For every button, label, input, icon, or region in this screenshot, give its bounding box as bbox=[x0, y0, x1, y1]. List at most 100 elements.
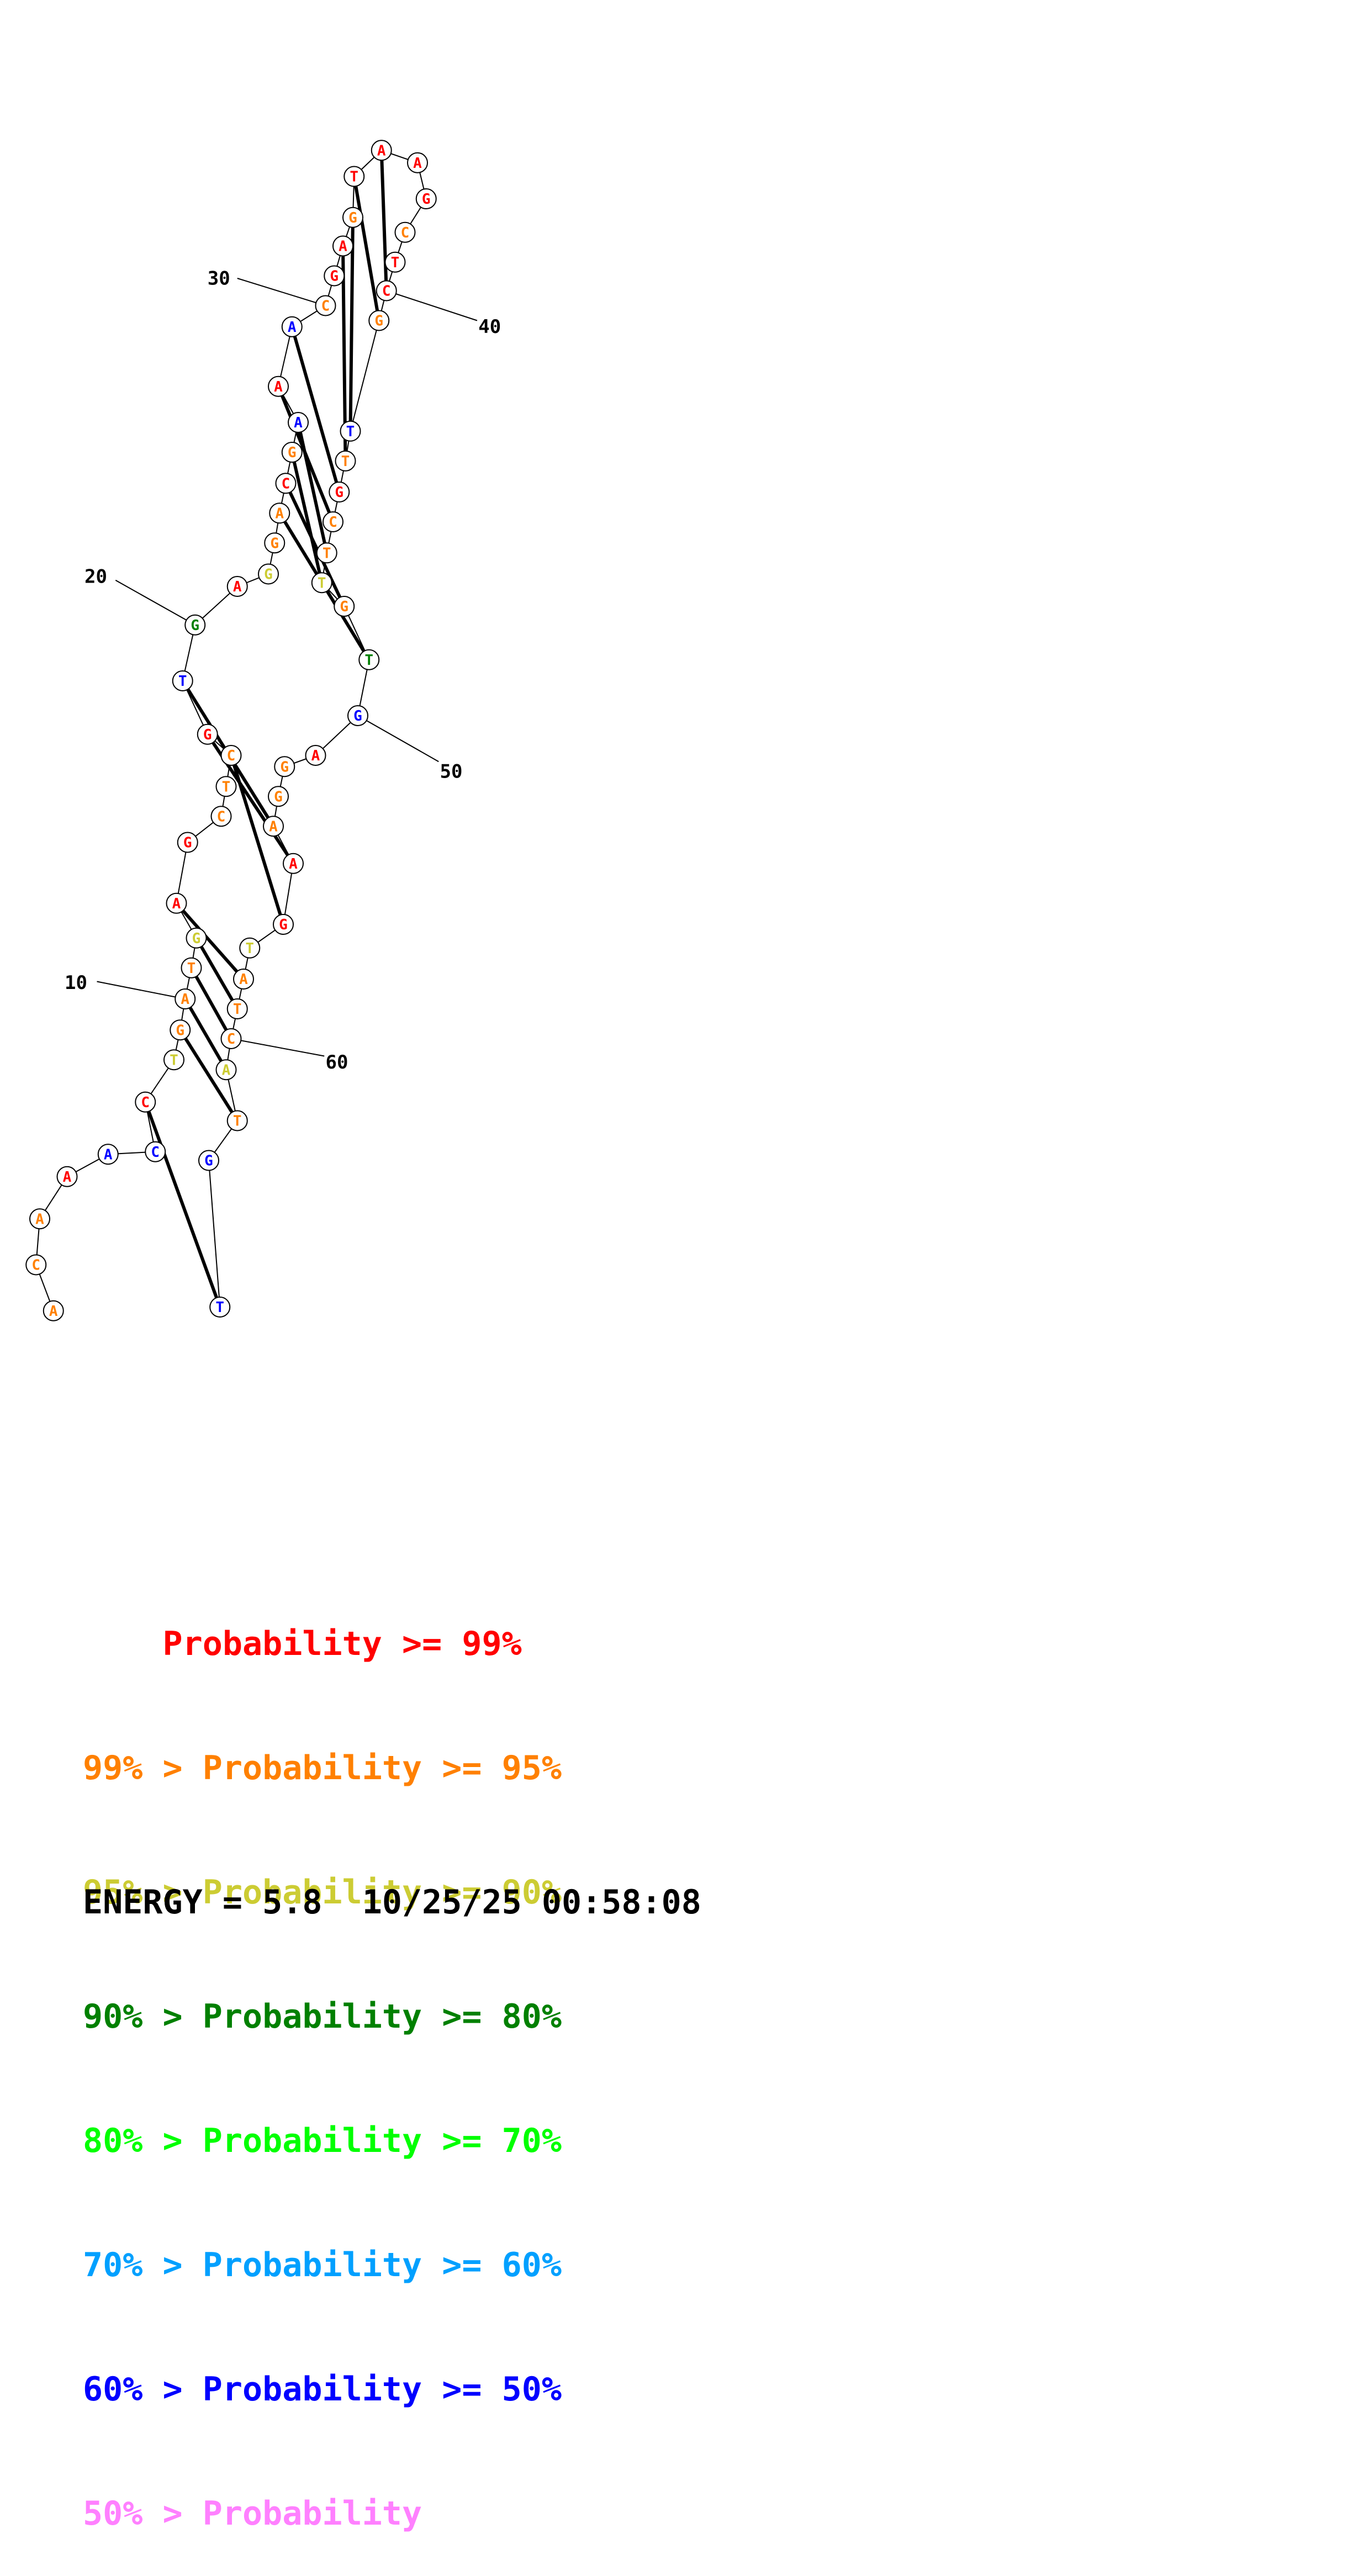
legend-label: Probability >= 80% bbox=[202, 1997, 562, 2036]
nucleotide-circle bbox=[56, 1166, 78, 1187]
nucleotide-circle bbox=[215, 776, 237, 797]
nucleotide-circle bbox=[215, 1059, 237, 1081]
legend-label: Probability >= 60% bbox=[202, 2246, 562, 2284]
nucleotide-circle bbox=[233, 969, 254, 990]
nucleotide: A bbox=[305, 745, 326, 766]
legend-label: Probability >= 99% bbox=[162, 1625, 522, 1663]
nucleotide-circle bbox=[340, 420, 361, 442]
nucleotide-letter: T bbox=[187, 960, 196, 977]
nucleotide-circle bbox=[170, 1019, 191, 1041]
legend-row: 50% > Probability bbox=[83, 2493, 562, 2535]
nucleotide-circle bbox=[209, 1297, 231, 1318]
nucleotide-letter: G bbox=[330, 268, 339, 285]
nucleotide-circle bbox=[263, 816, 284, 837]
nucleotide-circle bbox=[343, 166, 365, 187]
legend-threshold: 95% > bbox=[83, 1873, 203, 1912]
nucleotide: A bbox=[332, 235, 353, 257]
nucleotide-letter: G bbox=[183, 835, 192, 851]
nucleotide: T bbox=[181, 957, 202, 978]
nucleotide-circle bbox=[358, 649, 380, 670]
nucleotide-letter: A bbox=[275, 505, 284, 522]
nucleotide: G bbox=[274, 756, 295, 777]
nucleotide: G bbox=[415, 188, 437, 209]
nucleotide: T bbox=[215, 776, 237, 797]
legend-row: 70% > Probability >= 60% bbox=[83, 2245, 562, 2286]
nucleotide: G bbox=[368, 310, 390, 331]
nucleotide: G bbox=[347, 705, 368, 726]
nucleotide-letter: A bbox=[104, 1146, 113, 1163]
legend-threshold: 60% > bbox=[83, 2370, 203, 2409]
nucleotide: A bbox=[56, 1166, 78, 1187]
nucleotide: T bbox=[172, 670, 193, 691]
nucleotide-circle bbox=[316, 542, 337, 564]
nucleotide: G bbox=[268, 786, 289, 807]
nucleotide: A bbox=[226, 576, 248, 597]
nucleotide: G bbox=[329, 482, 350, 502]
nucleotide: G bbox=[170, 1019, 191, 1041]
legend-threshold: 99% > bbox=[83, 1749, 203, 1787]
nucleotide: G bbox=[264, 532, 286, 554]
nucleotide: T bbox=[340, 420, 361, 442]
legend-label: Probability >= 95% bbox=[202, 1749, 562, 1787]
nucleotide: G bbox=[198, 1150, 219, 1171]
nucleotide-circle bbox=[268, 375, 289, 397]
nucleotide: A bbox=[166, 892, 187, 914]
nucleotide-circle bbox=[288, 412, 309, 433]
legend-row: 80% > Probability >= 70% bbox=[83, 2120, 562, 2162]
legend-row: 99% > Probability >= 95% bbox=[83, 1748, 562, 1789]
nucleotide: C bbox=[394, 221, 416, 243]
nucleotide-circle bbox=[198, 1150, 219, 1171]
base-pair-line bbox=[284, 482, 346, 607]
nucleotide: T bbox=[316, 542, 337, 564]
nucleotide-letter: T bbox=[364, 652, 373, 669]
nucleotide-letter: G bbox=[288, 445, 297, 461]
base-pair-line bbox=[183, 998, 228, 1071]
nucleotide: A bbox=[175, 988, 196, 1009]
nucleotide-letter: C bbox=[217, 808, 226, 825]
nucleotide-letter: C bbox=[382, 283, 391, 300]
nucleotide-circle bbox=[25, 1254, 47, 1276]
nucleotide: T bbox=[226, 1110, 248, 1131]
nucleotide-letter: G bbox=[270, 535, 279, 552]
nucleotide-letter: A bbox=[239, 971, 248, 988]
nucleotide-circle bbox=[210, 806, 232, 827]
nucleotide-circle bbox=[175, 988, 196, 1009]
nucleotide: T bbox=[239, 937, 261, 959]
nucleotide-circle bbox=[368, 310, 390, 331]
nucleotide-letter: T bbox=[391, 255, 400, 271]
position-label: 30 bbox=[208, 267, 230, 289]
nucleotide-circle bbox=[376, 280, 397, 301]
nucleotide-circle bbox=[335, 450, 356, 472]
probability-legend: Probability >= 99% 99% > Probability >= … bbox=[83, 1541, 562, 2576]
nucleotide: A bbox=[288, 412, 309, 433]
nucleotide: T bbox=[226, 998, 248, 1019]
position-tick-line bbox=[237, 278, 326, 306]
nucleotide-letter: G bbox=[203, 727, 212, 743]
legend-label: Probability >= 50% bbox=[202, 2370, 562, 2409]
nucleotide-letter: A bbox=[377, 142, 386, 159]
nucleotide-letter: T bbox=[233, 1001, 242, 1018]
legend-threshold: 90% > bbox=[83, 1997, 203, 2036]
nucleotide-circle bbox=[197, 723, 218, 745]
nucleotide-circle bbox=[305, 745, 326, 766]
nucleotide-circle bbox=[407, 152, 428, 173]
nucleotide: G bbox=[258, 563, 279, 585]
nucleotide: C bbox=[376, 280, 397, 301]
nucleotide-circle bbox=[181, 957, 202, 978]
nucleotide-circle bbox=[323, 511, 343, 532]
base-pair-line bbox=[194, 937, 239, 1010]
nucleotide-letter: C bbox=[321, 298, 330, 315]
nucleotide: T bbox=[311, 572, 332, 594]
legend-row: 90% > Probability >= 80% bbox=[83, 1996, 562, 2038]
nucleotide-letter: A bbox=[294, 415, 303, 431]
nucleotide-circle bbox=[273, 914, 294, 935]
nucleotide: C bbox=[145, 1141, 166, 1162]
nucleotide: G bbox=[186, 927, 207, 949]
nucleotide-letter: T bbox=[222, 779, 231, 795]
nucleotide-circle bbox=[184, 614, 206, 636]
legend-row: 60% > Probability >= 50% bbox=[83, 2369, 562, 2410]
legend-threshold: 70% > bbox=[83, 2246, 203, 2284]
nucleotide: T bbox=[358, 649, 380, 670]
position-label: 10 bbox=[65, 972, 87, 994]
